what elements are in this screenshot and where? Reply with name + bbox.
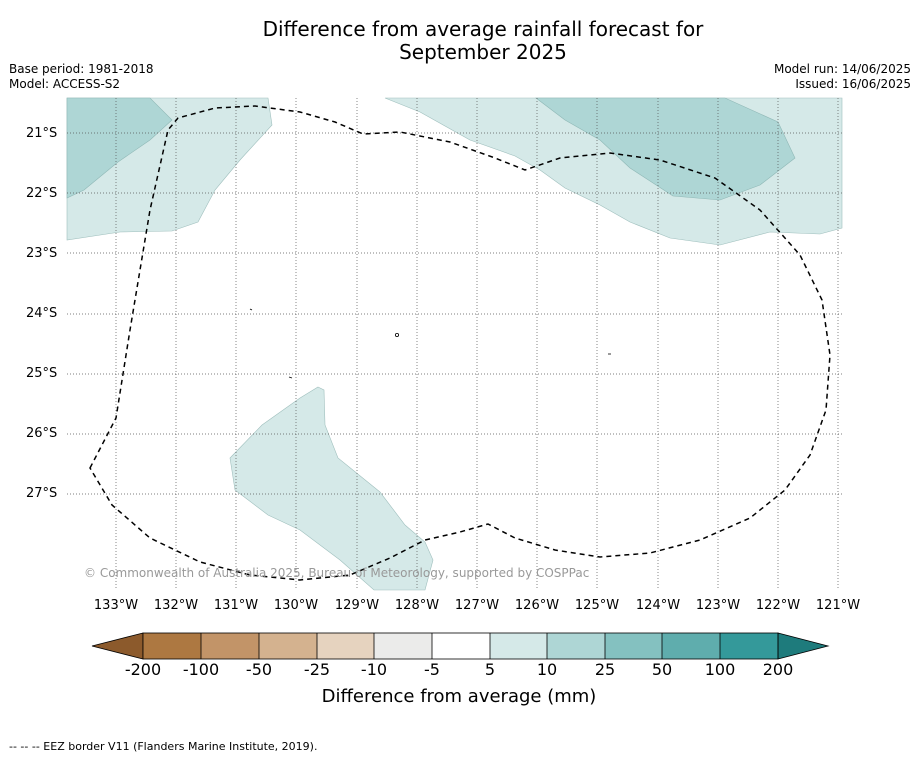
model-name: Model: ACCESS-S2 (9, 77, 121, 91)
island-marker (288, 376, 293, 379)
lon-label-127w: 127°W (454, 598, 500, 613)
colorbar-tick: 50 (651, 660, 673, 679)
colorbar-tick: 5 (484, 660, 496, 679)
region-south-light (229, 386, 434, 591)
base-period: Base period: 1981-2018 (9, 62, 154, 76)
anomaly-region-mid (66, 97, 796, 201)
colorbar-tick: 25 (594, 660, 616, 679)
lon-label-129w: 129°W (334, 598, 380, 613)
lat-label-26s: 26°S (26, 426, 58, 441)
colorbar-arrow-right (777, 632, 830, 660)
colorbar-bin (317, 633, 374, 659)
lat-label-23s: 23°S (26, 246, 58, 261)
colorbar-bin (259, 633, 317, 659)
copyright-notice: © Commonwealth of Australia 2025, Bureau… (84, 566, 590, 580)
colorbar-bin (547, 633, 605, 659)
colorbar-title: Difference from average (mm) (321, 686, 597, 707)
colorbar-tick: 100 (704, 660, 736, 679)
title-line-2: September 2025 (399, 40, 567, 64)
colorbar-bin (490, 633, 547, 659)
colorbar-tick: -25 (303, 660, 331, 679)
lon-label-130w: 130°W (273, 598, 319, 613)
lon-label-123w: 123°W (695, 598, 741, 613)
colorbar-bin (143, 633, 201, 659)
meta-left: Base period: 1981-2018 Model: ACCESS-S2 (9, 62, 154, 92)
lon-label-133w: 133°W (93, 598, 139, 613)
colorbar-bin (605, 633, 662, 659)
region-northwest-mid (66, 97, 173, 199)
colorbar-bin (201, 633, 259, 659)
model-run: Model run: 14/06/2025 (773, 62, 911, 76)
chart-title: Difference from average rainfall forecas… (183, 18, 783, 64)
colorbar-tick: -10 (360, 660, 388, 679)
lon-label-121w: 121°W (815, 598, 861, 613)
lon-label-132w: 132°W (153, 598, 199, 613)
lon-label-122w: 122°W (755, 598, 801, 613)
eez-legend-note: -- -- -- EEZ border V11 (Flanders Marine… (9, 740, 318, 753)
lon-label-128w: 128°W (394, 598, 440, 613)
colorbar-bin (432, 633, 490, 659)
colorbar-bin (662, 633, 720, 659)
meta-right: Model run: 14/06/2025 Issued: 16/06/2025 (774, 62, 911, 92)
issued-date: Issued: 16/06/2025 (795, 77, 911, 91)
island-marker (249, 308, 253, 311)
colorbar-tick: -5 (424, 660, 440, 679)
lat-label-25s: 25°S (26, 366, 58, 381)
title-line-1: Difference from average rainfall forecas… (262, 17, 704, 41)
colorbar-tick: -100 (182, 660, 220, 679)
gridlines (67, 98, 842, 590)
colorbar-tick: -200 (124, 660, 162, 679)
lon-label-124w: 124°W (635, 598, 681, 613)
colorbar-tick: 10 (536, 660, 558, 679)
lat-label-27s: 27°S (26, 486, 58, 501)
eez-border (89, 105, 831, 581)
lon-label-131w: 131°W (213, 598, 259, 613)
lat-label-22s: 22°S (26, 186, 58, 201)
colorbar-arrow-left (91, 632, 144, 660)
colorbar-tick: -50 (245, 660, 273, 679)
lon-label-126w: 126°W (514, 598, 560, 613)
region-northeast-mid (535, 97, 796, 201)
lat-label-21s: 21°S (26, 126, 58, 141)
lon-label-125w: 125°W (574, 598, 620, 613)
islands (249, 308, 611, 379)
lat-label-24s: 24°S (26, 306, 58, 321)
island-marker (394, 332, 399, 337)
colorbar-tick: 200 (762, 660, 794, 679)
colorbar-bin (720, 633, 778, 659)
colorbar-bin (374, 633, 432, 659)
